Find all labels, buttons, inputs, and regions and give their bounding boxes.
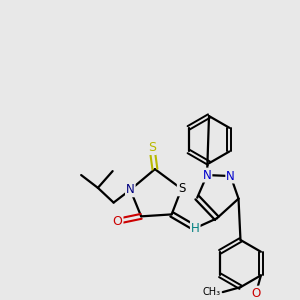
- Text: N: N: [126, 183, 135, 196]
- Text: O: O: [251, 286, 261, 300]
- Text: S: S: [148, 141, 156, 154]
- Text: S: S: [178, 182, 185, 195]
- Text: H: H: [191, 222, 200, 235]
- Text: CH₃: CH₃: [203, 287, 221, 297]
- Text: N: N: [203, 169, 212, 182]
- Text: N: N: [226, 169, 235, 182]
- Text: O: O: [112, 215, 122, 228]
